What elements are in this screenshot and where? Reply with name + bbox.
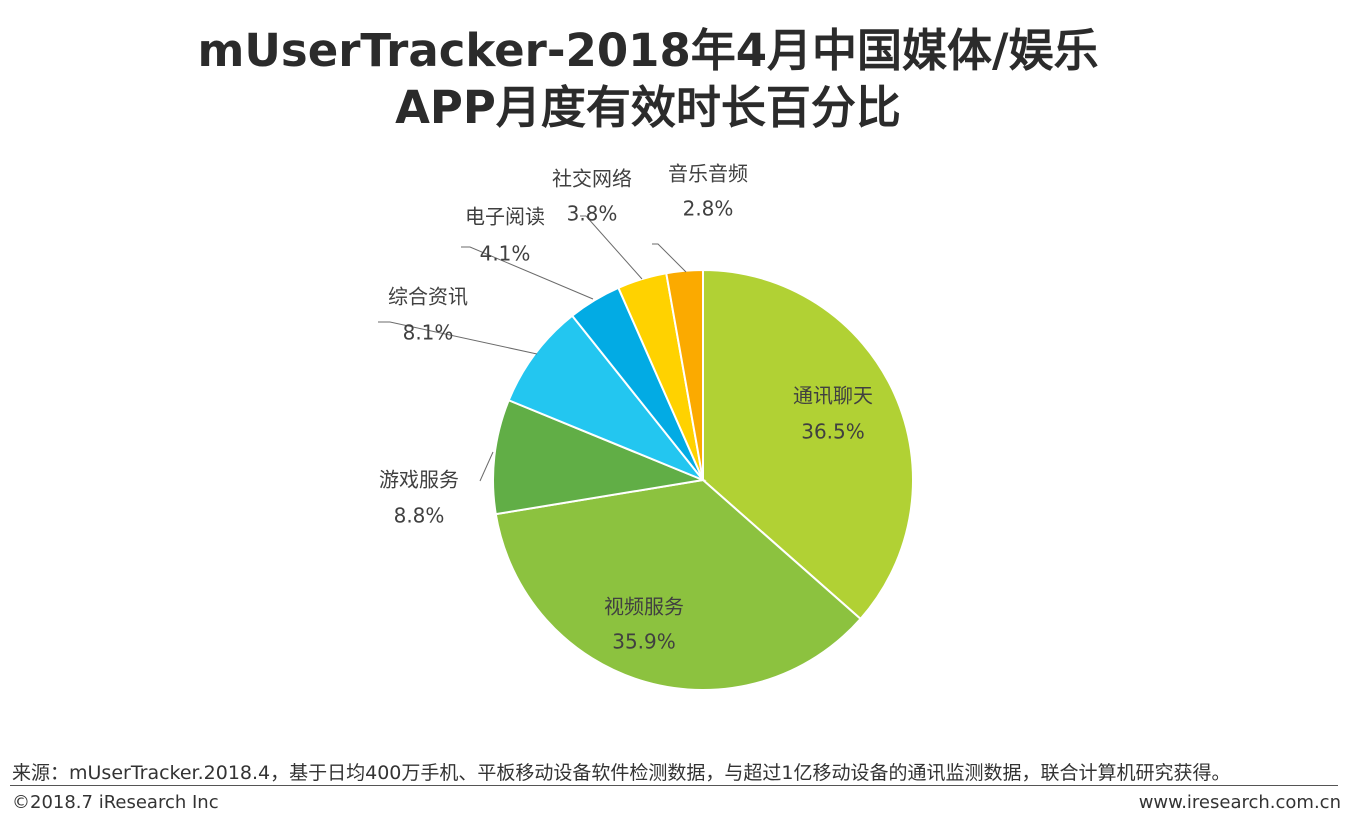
slice-label-7: 音乐音频	[668, 162, 748, 186]
leader-line-4	[378, 321, 538, 355]
footer-divider	[10, 785, 1338, 786]
slice-value-7: 2.8%	[683, 197, 734, 221]
slice-value-5: 4.1%	[480, 242, 531, 266]
pie-slice-3	[492, 398, 707, 516]
slice-label-2: 视频服务	[604, 595, 684, 619]
slice-value-4: 8.1%	[403, 321, 454, 345]
leader-line-3	[479, 451, 494, 482]
copyright-text: ©2018.7 iResearch Inc	[12, 792, 219, 813]
slice-label-3: 游戏服务	[379, 468, 459, 492]
source-note: 来源：mUserTracker.2018.4，基于日均400万手机、平板移动设备…	[12, 762, 1231, 784]
chart-title-line-1: mUserTracker-2018年4月中国媒体/娱乐	[197, 24, 1099, 77]
website-link[interactable]: www.iresearch.com.cn	[1138, 792, 1341, 813]
chart-title-line-2: APP月度有效时长百分比	[395, 81, 901, 134]
pie-slice-2	[494, 478, 862, 691]
slice-value-1: 36.5%	[801, 420, 865, 444]
slice-label-6: 社交网络	[552, 167, 632, 191]
leader-line-5	[461, 246, 594, 300]
slice-value-6: 3.8%	[567, 202, 618, 226]
slice-value-3: 8.8%	[394, 504, 445, 528]
leader-line-7	[652, 243, 687, 273]
pie-chart: 通讯聊天 36.5% 视频服务 35.9% 游戏服务 8.8% 综合资讯 8.1% 电子阅读 4.…	[378, 162, 914, 691]
leader-line-6	[580, 215, 643, 280]
slice-label-5: 电子阅读	[465, 205, 545, 229]
slice-label-1: 通讯聊天	[793, 384, 873, 408]
chart-title: mUserTracker-2018年4月中国媒体/娱乐 APP月度有效时长百分比	[0, 22, 1296, 136]
pie-slice-1	[702, 268, 914, 621]
slice-value-2: 35.9%	[612, 630, 676, 654]
slice-label-4: 综合资讯	[388, 285, 468, 309]
